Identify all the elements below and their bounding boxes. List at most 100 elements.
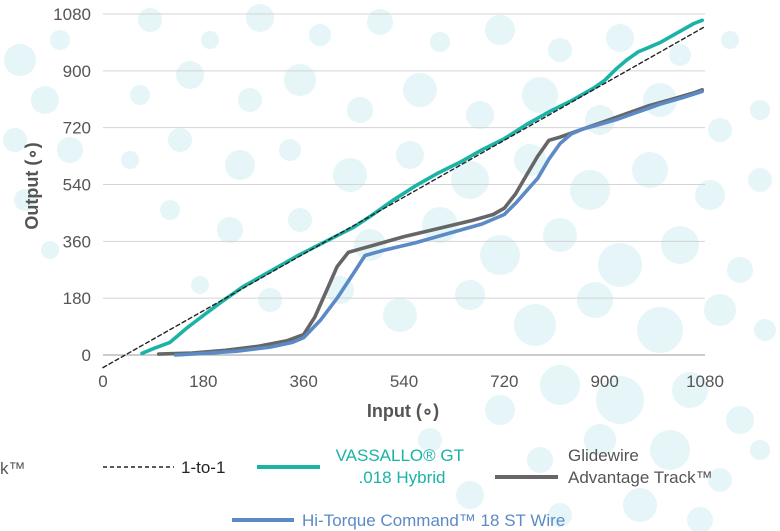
- background-dot: [704, 294, 736, 326]
- legend: 1-to-1 VASSALLO® GT .018 Hybrid Glidewir…: [103, 446, 713, 530]
- background-dot: [31, 86, 59, 114]
- background-dot: [514, 304, 556, 346]
- background-dot: [451, 161, 489, 199]
- background-dot: [527, 447, 553, 473]
- background-dot: [455, 280, 485, 310]
- background-dot: [632, 152, 668, 188]
- background-dot: [138, 8, 162, 32]
- background-dot: [201, 31, 219, 49]
- legend-label-hi-torque: Hi-Torque Command™ 18 ST Wire: [302, 511, 565, 530]
- y-tick-label: 720: [63, 119, 91, 138]
- background-dot: [598, 243, 642, 287]
- background-dot: [661, 226, 699, 264]
- background-dot: [50, 30, 70, 50]
- background-dot: [584, 424, 616, 456]
- gridlines: [103, 13, 705, 356]
- background-dot: [121, 151, 139, 169]
- series-line-0: [102, 25, 706, 369]
- legend-label-glidewire-line2: Advantage Track™: [568, 468, 713, 487]
- background-dot: [596, 376, 644, 424]
- background-dot: [3, 128, 27, 152]
- background-dot: [672, 372, 708, 408]
- legend-label-vassallo-line1: VASSALLO® GT: [336, 446, 464, 465]
- y-tick-label: 540: [63, 176, 91, 195]
- background-dot: [543, 218, 577, 252]
- legend-label-glidewire: Glidewire Advantage Track™: [568, 446, 713, 487]
- background-dot: [687, 507, 713, 531]
- background-dot: [485, 15, 515, 45]
- background-dot: [130, 85, 150, 105]
- background-dot: [418, 428, 442, 452]
- background-dot: [14, 189, 36, 211]
- y-tick-labels: 0 180 360 540 720 900 1080: [53, 5, 91, 365]
- background-dot: [191, 276, 209, 294]
- background-dot: [217, 217, 243, 243]
- background-dot: [396, 141, 424, 169]
- legend-label-vassallo-line2: .018 Hybrid: [359, 468, 446, 487]
- background-dot: [279, 139, 301, 161]
- background-dot: [750, 100, 770, 120]
- background-dot: [708, 118, 732, 142]
- background-dot: [721, 31, 739, 49]
- background-dot: [548, 503, 572, 527]
- background-dot: [238, 88, 262, 112]
- background-dot: [456, 481, 484, 509]
- background-dot: [522, 77, 558, 113]
- background-dot: [750, 440, 770, 460]
- background-dot: [57, 137, 83, 163]
- background-dot: [466, 101, 494, 129]
- background-dot: [514, 144, 546, 176]
- background-dot: [403, 73, 437, 107]
- background-dot: [650, 430, 690, 470]
- background-dot: [570, 170, 610, 210]
- background-dot: [726, 406, 754, 434]
- background-dot: [577, 282, 613, 318]
- background-dot: [4, 44, 36, 76]
- background-dot: [367, 9, 393, 35]
- series-line-2: [156, 88, 704, 356]
- background-dot: [246, 4, 274, 32]
- background-dot: [309, 24, 331, 46]
- background-dot: [480, 235, 520, 275]
- series-line-3: [173, 89, 704, 357]
- background-dot: [430, 32, 450, 52]
- cropped-legend-fragment: k™: [0, 459, 26, 478]
- x-tick-label: 540: [390, 372, 418, 391]
- y-tick-label: 180: [63, 289, 91, 308]
- series-lines: [102, 18, 706, 369]
- background-dot: [258, 288, 282, 312]
- background-dot: [160, 200, 180, 220]
- y-tick-label: 360: [63, 232, 91, 251]
- background-dot: [623, 488, 657, 522]
- legend-label-glidewire-line1: Glidewire: [568, 446, 639, 465]
- background-dot: [669, 44, 691, 66]
- background-dot: [540, 365, 580, 405]
- background-dot: [637, 307, 683, 353]
- x-tick-label: 360: [289, 372, 317, 391]
- x-tick-label: 900: [590, 372, 618, 391]
- legend-label-vassallo: VASSALLO® GT .018 Hybrid: [336, 446, 469, 487]
- background-dot: [606, 24, 634, 52]
- background-dot: [347, 97, 373, 123]
- background-dot: [333, 158, 367, 192]
- background-dot: [727, 257, 753, 283]
- background-dot: [284, 64, 316, 96]
- background-dot: [288, 208, 312, 232]
- legend-label-1-to-1: 1-to-1: [181, 458, 225, 477]
- background-dot: [548, 38, 572, 62]
- background-dot: [176, 61, 204, 89]
- background-dot: [708, 468, 732, 492]
- background-dot: [225, 150, 255, 180]
- y-tick-label: 900: [63, 62, 91, 81]
- background-dot: [485, 395, 515, 425]
- background-dot: [383, 298, 417, 332]
- y-tick-label: 1080: [53, 5, 91, 24]
- x-tick-label: 180: [189, 372, 217, 391]
- background-dot: [41, 241, 59, 259]
- x-tick-label: 720: [490, 372, 518, 391]
- x-tick-label: 1080: [686, 372, 724, 391]
- y-tick-label: 0: [82, 346, 91, 365]
- x-tick-labels: 0 180 360 540 720 900 1080: [98, 372, 724, 391]
- background-dot: [695, 180, 725, 210]
